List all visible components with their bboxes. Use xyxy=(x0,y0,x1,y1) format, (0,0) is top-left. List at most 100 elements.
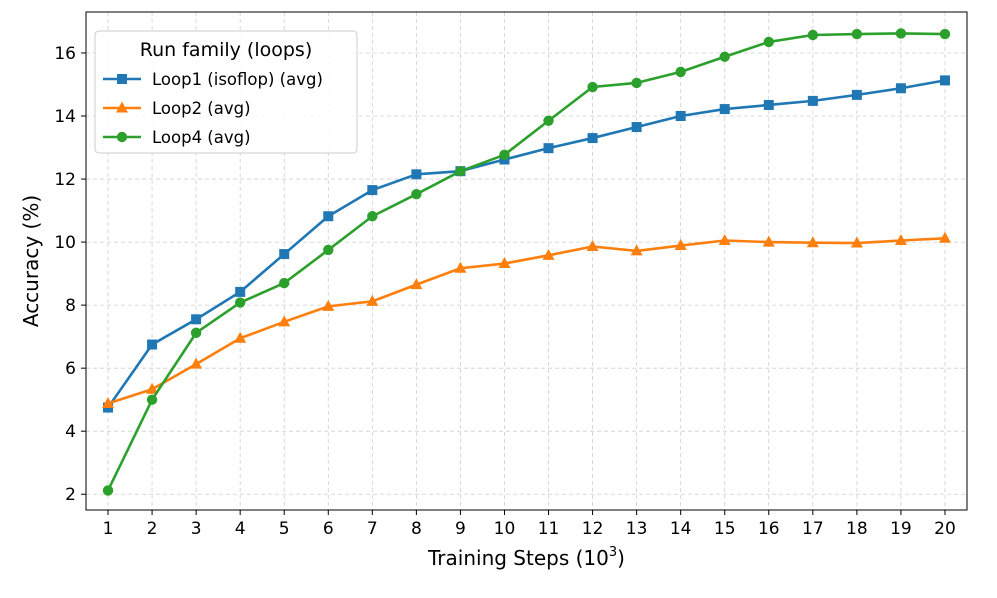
data-point xyxy=(322,299,335,311)
legend-label: Loop1 (isoflop) (avg) xyxy=(152,70,323,89)
x-tick-label: 11 xyxy=(538,519,560,539)
series-line xyxy=(107,237,946,405)
x-tick-label: 19 xyxy=(890,519,912,539)
grid xyxy=(86,12,967,510)
x-tick-label: 15 xyxy=(714,519,736,539)
data-point xyxy=(279,277,290,289)
x-tick-label: 3 xyxy=(191,519,202,539)
legend-label: Loop4 (avg) xyxy=(152,128,251,147)
data-point xyxy=(454,261,467,273)
data-point xyxy=(939,75,950,86)
y-tick-label: 14 xyxy=(54,107,76,127)
data-point xyxy=(543,143,554,154)
data-point xyxy=(719,51,730,62)
x-tick-label: 12 xyxy=(582,519,604,539)
y-tick-label: 2 xyxy=(65,485,76,505)
x-axis-label-sup: 3 xyxy=(609,545,617,560)
data-point xyxy=(587,133,598,144)
data-point xyxy=(850,236,863,248)
y-tick-label: 4 xyxy=(65,422,76,442)
x-axis-label-close: ) xyxy=(617,546,625,570)
data-point xyxy=(102,485,114,496)
data-point xyxy=(410,278,423,290)
legend-item-loop2-avg: Loop2 (avg) xyxy=(103,99,251,118)
legend-swatch-marker xyxy=(116,101,128,113)
data-point xyxy=(851,28,863,40)
legend-box xyxy=(94,30,358,154)
y-tick-label: 10 xyxy=(54,233,76,253)
x-tick-label: 10 xyxy=(494,519,516,539)
y-tick-label: 12 xyxy=(54,170,76,190)
data-point xyxy=(762,235,775,247)
data-point xyxy=(630,244,643,256)
data-point xyxy=(499,149,510,160)
legend-swatch-marker xyxy=(116,131,128,143)
data-point xyxy=(190,327,202,339)
data-point xyxy=(146,394,158,405)
x-tick-label: 7 xyxy=(367,519,378,539)
data-point xyxy=(938,231,951,243)
legend-item-loop1-isoflop-avg: Loop1 (isoflop) (avg) xyxy=(103,70,323,89)
plot-frame xyxy=(85,11,968,511)
data-point xyxy=(807,95,818,106)
y-axis-label: Accuracy (%) xyxy=(19,195,43,327)
data-point xyxy=(763,36,774,48)
x-tick-label: 5 xyxy=(279,519,290,539)
data-point xyxy=(191,314,202,325)
data-point xyxy=(455,165,466,177)
data-point xyxy=(323,244,334,256)
series-layer xyxy=(102,28,951,496)
x-tick-label: 14 xyxy=(670,519,692,539)
x-axis-label-main: Training Steps (10 xyxy=(427,546,609,570)
series-line xyxy=(106,79,946,409)
legend-label: Loop2 (avg) xyxy=(152,99,251,118)
data-point xyxy=(234,297,246,308)
x-tick-label: 6 xyxy=(323,519,334,539)
data-point xyxy=(894,234,907,246)
x-axis: 1 2 3 4 5 6 7 8 9 10 11 12 13 14 15 16 17 18 19 20 xyxy=(103,510,956,539)
data-point xyxy=(586,240,599,252)
data-point xyxy=(279,249,290,260)
series-loop4-avg xyxy=(102,28,951,496)
x-tick-label: 13 xyxy=(626,519,648,539)
legend-title: Run family (loops) xyxy=(140,39,312,61)
data-point xyxy=(895,28,907,39)
data-point xyxy=(587,81,598,93)
x-axis-label: Training Steps (103) xyxy=(427,545,625,570)
x-tick-label: 9 xyxy=(455,519,466,539)
data-point xyxy=(718,234,731,246)
x-tick-label: 8 xyxy=(411,519,422,539)
y-tick-label: 6 xyxy=(65,359,76,379)
data-point xyxy=(806,236,819,248)
data-point xyxy=(366,294,379,306)
y-tick-label: 16 xyxy=(54,44,76,64)
x-tick-label: 2 xyxy=(147,519,158,539)
legend-item-loop4-avg: Loop4 (avg) xyxy=(103,128,251,147)
data-point xyxy=(146,382,159,394)
data-point xyxy=(278,315,291,327)
legend-swatch-marker xyxy=(117,74,127,84)
data-point xyxy=(147,339,158,350)
data-point xyxy=(542,248,555,260)
x-tick-label: 18 xyxy=(846,519,868,539)
legend-items: Loop1 (isoflop) (avg) Loop2 (avg) Loop4 (a… xyxy=(103,70,323,147)
data-point xyxy=(498,257,511,269)
data-point xyxy=(323,211,334,222)
data-point xyxy=(234,331,247,343)
x-tick-label: 16 xyxy=(758,519,780,539)
data-point xyxy=(675,66,686,78)
data-point xyxy=(719,104,730,115)
data-point xyxy=(939,28,951,40)
data-point xyxy=(235,286,246,297)
data-point xyxy=(190,357,203,369)
data-point xyxy=(675,111,686,122)
series-line xyxy=(106,32,945,492)
data-point xyxy=(411,169,422,180)
legend: Run family (loops) Loop1 (isoflop) (avg)… xyxy=(94,30,358,154)
data-point xyxy=(367,185,378,196)
x-tick-label: 17 xyxy=(802,519,824,539)
x-tick-label: 4 xyxy=(235,519,246,539)
data-point xyxy=(895,83,906,94)
data-point xyxy=(851,89,862,100)
